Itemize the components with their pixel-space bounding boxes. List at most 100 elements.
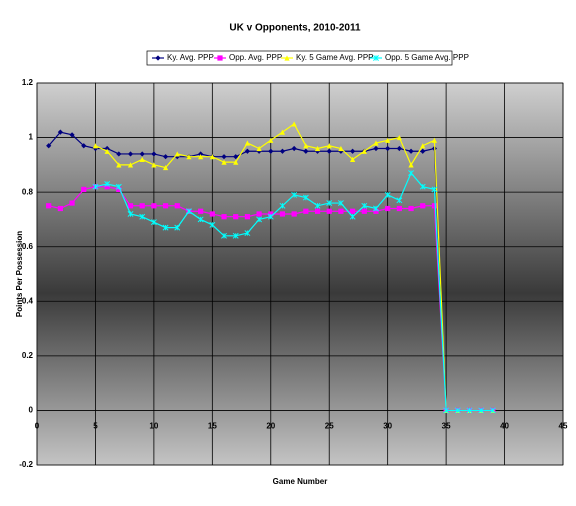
x-tick-label: 45	[559, 422, 568, 431]
marker	[221, 214, 227, 220]
marker	[221, 154, 227, 160]
marker	[233, 154, 239, 160]
marker	[116, 151, 122, 157]
marker	[162, 164, 169, 171]
marker	[385, 137, 391, 143]
marker	[116, 186, 122, 193]
marker	[104, 181, 111, 187]
marker	[92, 145, 99, 152]
x-tick-label: 35	[442, 422, 451, 431]
marker	[302, 194, 309, 201]
marker	[232, 232, 239, 239]
marker	[69, 132, 75, 138]
marker	[46, 203, 52, 209]
marker	[284, 55, 290, 61]
marker	[303, 208, 309, 214]
marker	[155, 55, 161, 61]
marker	[454, 407, 461, 414]
legend-label: Ky. Avg. PPP	[167, 53, 214, 62]
marker	[256, 211, 262, 217]
marker	[326, 148, 332, 154]
marker	[92, 183, 99, 190]
marker	[419, 183, 426, 190]
marker	[408, 148, 414, 154]
marker	[139, 151, 145, 157]
marker	[303, 148, 309, 154]
marker	[198, 151, 204, 157]
marker	[268, 148, 274, 154]
marker	[198, 154, 204, 160]
marker	[162, 224, 169, 231]
marker	[150, 219, 157, 226]
marker	[104, 148, 110, 154]
marker	[151, 162, 157, 168]
marker	[373, 205, 379, 212]
marker	[361, 148, 367, 154]
marker	[279, 202, 286, 209]
marker	[162, 154, 169, 160]
marker	[326, 200, 333, 207]
x-tick-label: 25	[325, 422, 334, 431]
marker	[420, 143, 426, 149]
marker	[291, 121, 297, 127]
x-tick-label: 0	[35, 422, 40, 431]
marker	[385, 145, 391, 152]
marker	[338, 145, 344, 152]
marker	[314, 202, 321, 209]
marker	[326, 143, 332, 149]
legend-label: Ky. 5 Game Avg. PPP	[296, 53, 374, 62]
marker	[186, 208, 192, 215]
x-axis-title: Game Number	[273, 477, 328, 486]
marker	[197, 216, 204, 223]
y-tick-label: 0	[29, 406, 34, 415]
marker	[326, 208, 332, 214]
marker	[221, 159, 227, 165]
marker	[256, 216, 263, 223]
y-tick-label: 0.4	[22, 296, 34, 305]
legend	[146, 50, 453, 66]
marker	[303, 143, 309, 149]
marker	[127, 203, 134, 209]
marker	[279, 148, 286, 154]
legend-label: Opp. 5 Game Avg. PPP	[385, 53, 469, 62]
marker	[337, 200, 344, 207]
marker	[244, 148, 250, 154]
marker	[350, 148, 356, 154]
marker	[314, 145, 321, 152]
marker	[174, 203, 180, 209]
marker	[92, 143, 99, 149]
y-tick-label: 0.2	[22, 351, 34, 360]
x-tick-label: 10	[149, 422, 158, 431]
marker	[478, 407, 485, 414]
marker	[314, 208, 321, 214]
marker	[431, 203, 438, 209]
marker	[217, 55, 223, 61]
marker	[431, 137, 438, 143]
marker	[431, 186, 438, 193]
marker	[233, 214, 239, 220]
marker	[338, 208, 344, 214]
y-tick-label: 1.2	[22, 78, 34, 87]
marker	[408, 162, 414, 168]
marker	[127, 211, 134, 217]
marker	[396, 145, 402, 152]
marker	[139, 203, 145, 209]
marker	[57, 205, 63, 212]
marker	[268, 137, 274, 143]
marker	[396, 205, 402, 212]
marker	[256, 148, 262, 154]
marker	[385, 205, 391, 212]
marker	[384, 191, 391, 198]
marker	[174, 151, 180, 157]
marker	[209, 221, 216, 228]
marker	[151, 203, 157, 209]
plot-area	[36, 82, 564, 466]
marker	[139, 156, 145, 162]
marker	[396, 197, 403, 204]
marker	[291, 145, 297, 152]
marker	[221, 232, 227, 239]
x-tick-label: 15	[208, 422, 217, 431]
marker	[81, 186, 87, 193]
marker	[291, 211, 297, 217]
